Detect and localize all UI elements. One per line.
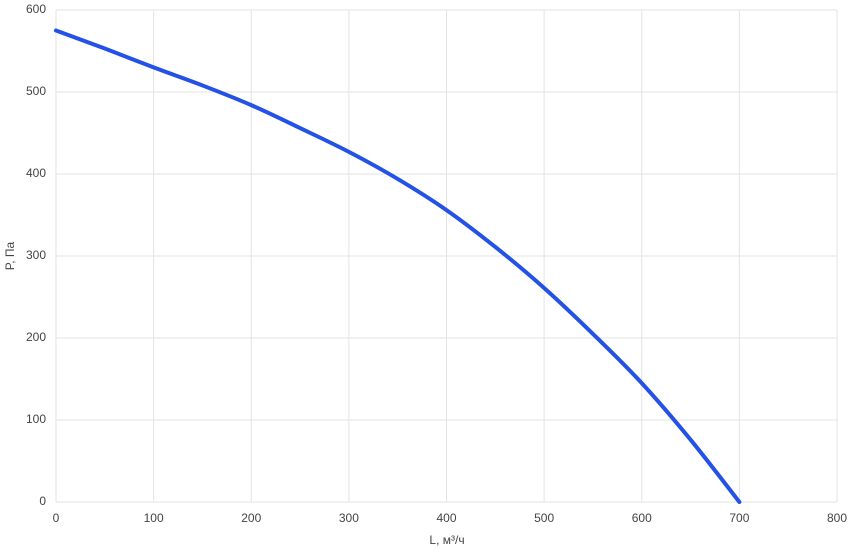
y-tick-label: 100 — [26, 412, 46, 426]
x-tick-label: 600 — [632, 511, 652, 525]
y-tick-label: 400 — [26, 166, 46, 180]
y-tick-label: 600 — [26, 2, 46, 16]
y-tick-label: 300 — [26, 248, 46, 262]
x-tick-label: 500 — [534, 511, 554, 525]
y-tick-label: 0 — [39, 494, 46, 508]
x-axis-label: L, м³/ч — [429, 533, 464, 547]
x-tick-label: 200 — [241, 511, 261, 525]
y-tick-label: 500 — [26, 84, 46, 98]
x-tick-label: 800 — [827, 511, 847, 525]
x-tick-label: 400 — [436, 511, 456, 525]
data-line — [54, 28, 742, 504]
y-tick-label: 200 — [26, 330, 46, 344]
x-tick-label: 300 — [339, 511, 359, 525]
y-axis-label: P, Па — [3, 241, 17, 270]
x-tick-label: 0 — [53, 511, 60, 525]
x-tick-label: 100 — [144, 511, 164, 525]
x-tick-label: 700 — [729, 511, 749, 525]
